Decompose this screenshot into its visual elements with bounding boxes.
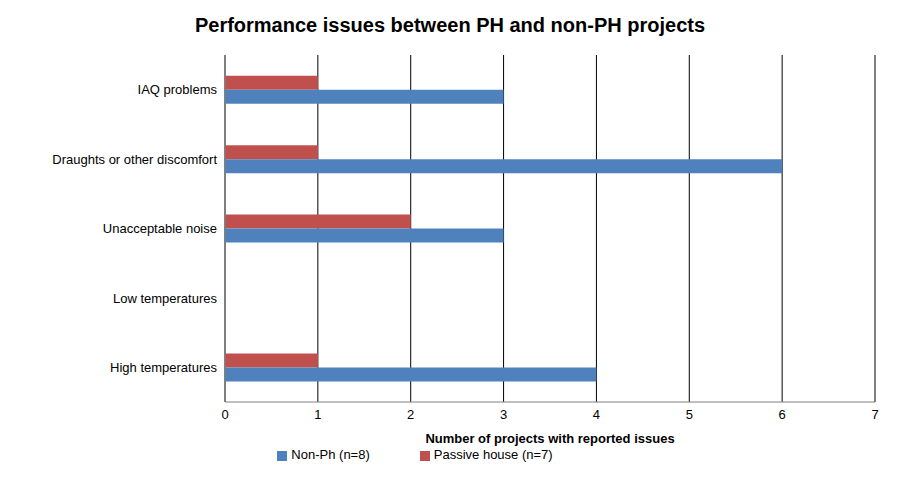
svg-text:Draughts or other discomfort: Draughts or other discomfort — [52, 152, 217, 167]
svg-text:Low temperatures: Low temperatures — [113, 291, 218, 306]
svg-text:0: 0 — [221, 407, 228, 422]
html-text:Non-Ph (n=8): Non-Ph (n=8) — [291, 447, 370, 462]
svg-text:6: 6 — [779, 407, 786, 422]
svg-text:5: 5 — [686, 407, 693, 422]
html-text:Passive house (n=7): Passive house (n=7) — [433, 447, 553, 462]
svg-text:4: 4 — [593, 407, 600, 422]
html-text:Performance issues between PH: Performance issues between PH and non-PH… — [194, 14, 706, 36]
svg-text:3: 3 — [500, 407, 507, 422]
svg-text:7: 7 — [871, 407, 878, 422]
svg-text:2: 2 — [407, 407, 414, 422]
svg-text:Number of projects with report: Number of projects with reported issues — [425, 431, 674, 446]
svg-text:High temperatures: High temperatures — [110, 360, 217, 375]
svg-text:Unacceptable noise: Unacceptable noise — [103, 221, 217, 236]
svg-text:1: 1 — [314, 407, 321, 422]
svg-text:IAQ problems: IAQ problems — [138, 82, 218, 97]
